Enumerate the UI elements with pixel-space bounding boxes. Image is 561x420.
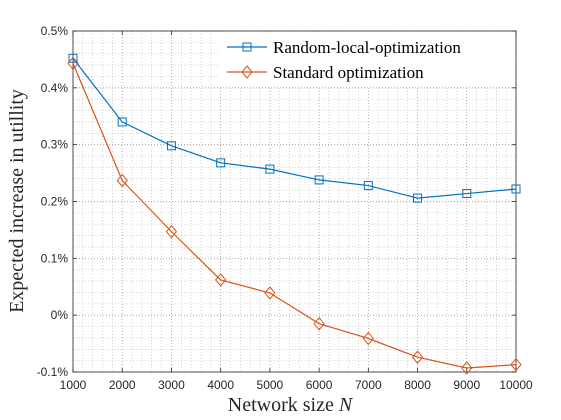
x-tick-label: 5000 <box>257 378 284 392</box>
y-tick-labels: -0.1% 0% 0.1% 0.2% 0.3% 0.4% 0.5% <box>37 24 69 379</box>
data-series <box>67 53 522 375</box>
legend-entry: Random-local-optimization <box>227 38 461 57</box>
y-tick-label: 0.4% <box>41 81 69 95</box>
y-tick-label: 0.2% <box>41 195 69 209</box>
y-tick-label: 0.3% <box>41 138 69 152</box>
series-line <box>72 57 517 199</box>
legend-marker <box>242 42 252 52</box>
series-2 <box>67 56 522 375</box>
data-point <box>510 357 522 372</box>
x-tick-label: 7000 <box>355 378 382 392</box>
data-point <box>215 273 227 287</box>
data-point <box>314 175 324 185</box>
data-point <box>265 164 275 174</box>
legend-marker <box>241 65 253 79</box>
data-point <box>511 184 521 194</box>
data-point <box>116 173 128 188</box>
legend-label: Random-local-optimization <box>273 38 461 57</box>
x-axis-label-variable: N <box>338 394 354 416</box>
y-tick-label: 0.1% <box>41 251 69 265</box>
y-axis-label: Expected increase in utillity <box>6 89 28 313</box>
data-point <box>413 193 423 203</box>
series-1 <box>68 53 521 203</box>
data-point <box>363 181 373 191</box>
legend-box <box>218 31 516 87</box>
y-tick-label: 0% <box>51 308 69 322</box>
legend: Random-local-optimization Standard optimi… <box>218 31 516 87</box>
y-tick-label: 0.5% <box>41 24 69 38</box>
data-point <box>461 361 473 375</box>
data-point <box>313 316 325 331</box>
data-point <box>264 286 276 300</box>
x-tick-labels: 1000 2000 3000 4000 5000 6000 7000 8000 9000 1000… <box>60 378 533 392</box>
x-tick-label: 1000 <box>60 378 87 392</box>
x-axis-label-text: Network size <box>228 394 334 416</box>
data-point <box>411 350 424 365</box>
data-point <box>216 158 226 168</box>
series-line <box>72 63 517 369</box>
data-point <box>362 331 374 346</box>
x-tick-label: 4000 <box>207 378 234 392</box>
data-point <box>67 56 79 71</box>
data-point <box>166 141 176 151</box>
data-point <box>68 53 78 63</box>
x-tick-label: 6000 <box>306 378 333 392</box>
x-tick-label: 3000 <box>158 378 185 392</box>
axes <box>72 30 517 373</box>
x-tick-label: 8000 <box>404 378 431 392</box>
x-tick-label: 9000 <box>453 378 480 392</box>
legend-entry: Standard optimization <box>227 63 424 82</box>
data-point <box>165 224 178 239</box>
data-point <box>462 189 472 199</box>
x-tick-label: 2000 <box>109 378 136 392</box>
data-point <box>117 117 127 127</box>
y-tick-label: -0.1% <box>37 365 69 379</box>
x-axis-label: Network size N <box>228 394 354 416</box>
x-tick-label: 10000 <box>499 378 533 392</box>
legend-label: Standard optimization <box>273 63 424 82</box>
